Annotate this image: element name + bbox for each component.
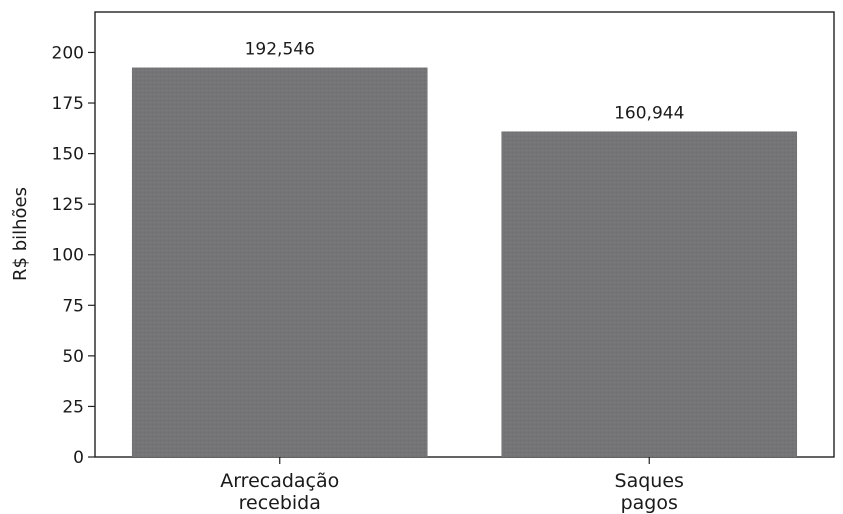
y-axis-title: R$ bilhões: [10, 187, 31, 281]
x-tick-label: pagos: [621, 492, 678, 514]
bar-value-label: 160,944: [614, 103, 684, 123]
y-tick-label: 100: [52, 246, 84, 266]
axes-spines: [94, 11, 835, 458]
bar: [131, 67, 428, 457]
y-tick-label: 50: [62, 347, 84, 367]
y-tick-label: 200: [52, 43, 84, 63]
x-tick-label: recebida: [239, 492, 321, 514]
y-tick-label: 150: [52, 145, 84, 165]
y-axis: 0 25 50 75 100 125 150 175 200: [52, 43, 95, 468]
bar-value-label: 192,546: [245, 40, 315, 60]
y-tick-label: 125: [52, 195, 84, 215]
x-tick-label: Saques: [615, 470, 684, 492]
bar: [501, 131, 798, 458]
y-tick-label: 175: [52, 94, 84, 114]
bars: 192,546 160,944: [131, 40, 798, 458]
x-tick-label: Arrecadação: [220, 470, 339, 492]
y-tick-label: 0: [73, 448, 84, 468]
y-tick-label: 75: [62, 296, 84, 316]
plot-frame: [94, 11, 835, 458]
y-tick-label: 25: [62, 397, 84, 417]
